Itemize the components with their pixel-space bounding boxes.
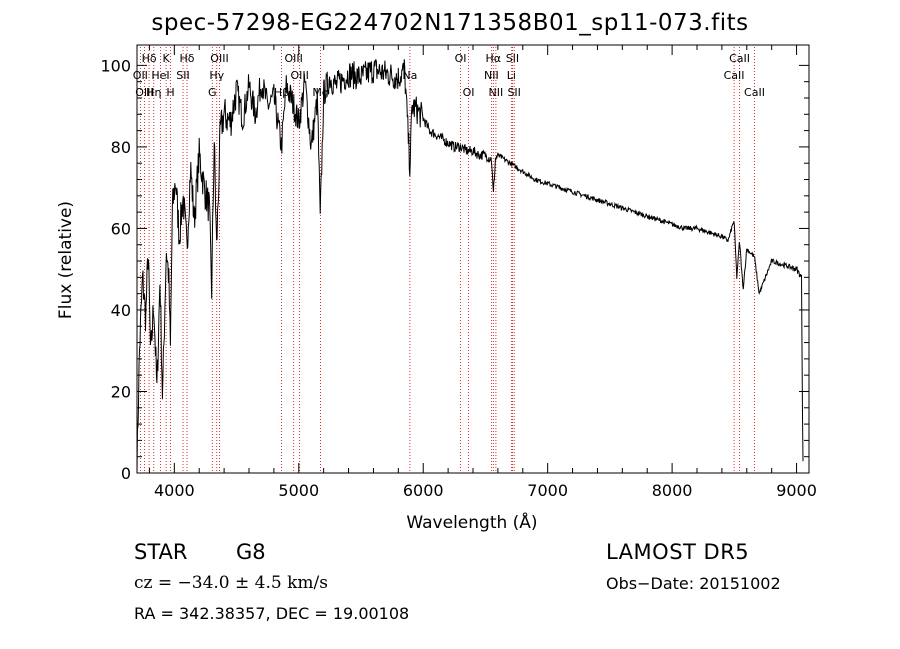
line-marker-label: OIII bbox=[135, 86, 153, 99]
spectral-line-labels: Hδ K Hδ OIII OIII OI Hα SII CaII OII HeI SII Hγ OIII N… bbox=[133, 52, 765, 99]
coordinates: RA = 342.38357, DEC = 19.00108 bbox=[134, 604, 410, 623]
line-marker-label: Na bbox=[402, 69, 417, 82]
line-marker-label: SII bbox=[507, 86, 520, 99]
axis-ticks bbox=[137, 45, 809, 474]
line-marker-label: Hβ bbox=[274, 86, 289, 99]
y-tick-label: 60 bbox=[111, 219, 131, 238]
line-marker-label: OIII bbox=[290, 69, 308, 82]
spectral-line-markers bbox=[139, 47, 755, 473]
line-marker-label: OI bbox=[455, 52, 467, 65]
line-marker-label: K bbox=[163, 52, 171, 65]
y-tick-label: 40 bbox=[111, 301, 131, 320]
object-type: STAR bbox=[134, 540, 188, 564]
line-marker-label: HeI bbox=[151, 69, 169, 82]
x-tick-label: 8000 bbox=[652, 481, 693, 500]
line-marker-label: SII bbox=[506, 52, 519, 65]
x-tick-label: 7000 bbox=[527, 481, 568, 500]
x-tick-label: 4000 bbox=[154, 481, 195, 500]
line-marker-label: OI bbox=[463, 86, 475, 99]
line-marker-label: Hγ bbox=[209, 69, 224, 82]
chart-title: spec-57298-EG224702N171358B01_sp11-073.f… bbox=[151, 10, 749, 36]
line-marker-label: NII bbox=[484, 69, 499, 82]
line-marker-label: Hδ bbox=[180, 52, 195, 65]
line-marker-label: CaII bbox=[729, 52, 750, 65]
line-marker-label: OIII bbox=[284, 52, 302, 65]
spectrum-line bbox=[136, 59, 804, 474]
observation-date: Obs−Date: 20151002 bbox=[606, 574, 781, 593]
plot-frame bbox=[136, 44, 810, 474]
y-tick-label: 0 bbox=[121, 464, 131, 483]
line-marker-label: OII bbox=[133, 69, 148, 82]
spectral-subclass: G8 bbox=[236, 540, 266, 564]
y-tick-label: 80 bbox=[111, 138, 131, 157]
x-tick-label: 6000 bbox=[403, 481, 444, 500]
x-tick-label: 5000 bbox=[278, 481, 319, 500]
x-tick-label: 9000 bbox=[776, 481, 817, 500]
y-tick-label: 20 bbox=[111, 382, 131, 401]
tick-labels: 4000 5000 6000 7000 8000 9000 0 20 40 60 80 100 bbox=[100, 56, 816, 500]
line-marker-label: SII bbox=[176, 69, 189, 82]
line-marker-label: Hη bbox=[146, 86, 161, 99]
line-marker-label: G bbox=[208, 86, 217, 99]
line-marker-label: Hα bbox=[486, 52, 502, 65]
y-tick-label: 100 bbox=[100, 56, 131, 75]
y-axis-label: Flux (relative) bbox=[56, 201, 76, 319]
line-marker-label: Li bbox=[507, 69, 516, 82]
line-marker-label: OIII bbox=[210, 52, 228, 65]
survey-name: LAMOST DR5 bbox=[606, 540, 750, 564]
spectrum-series bbox=[136, 59, 804, 474]
line-marker-label: Mg bbox=[312, 86, 328, 99]
x-axis-label: Wavelength (Å) bbox=[406, 511, 537, 533]
line-marker-label: NII bbox=[489, 86, 504, 99]
line-marker-label: Hδ bbox=[142, 52, 157, 65]
redshift-velocity: cz = −34.0 ± 4.5 km/s bbox=[134, 573, 328, 593]
line-marker-label: CaII bbox=[744, 86, 765, 99]
line-marker-label: CaII bbox=[724, 69, 745, 82]
line-marker-label: H bbox=[166, 86, 174, 99]
